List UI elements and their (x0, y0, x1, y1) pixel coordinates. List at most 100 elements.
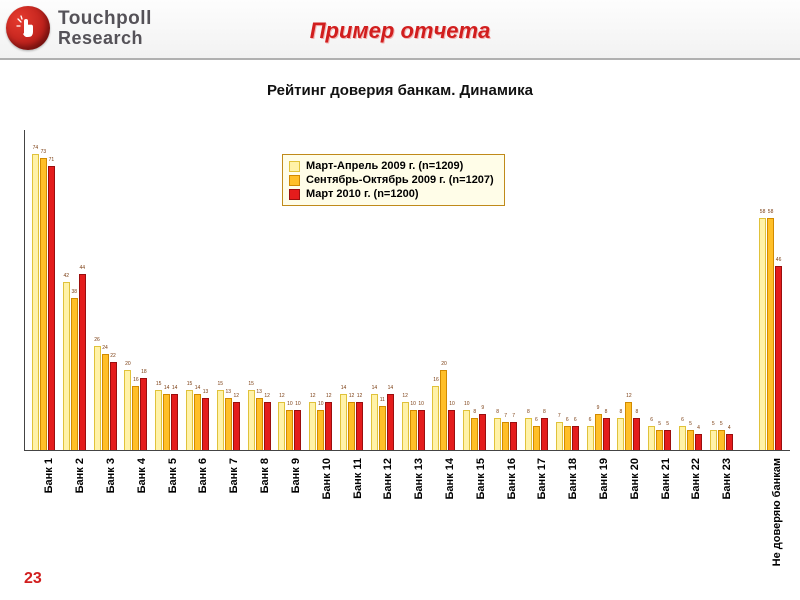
bar-value-label: 22 (110, 353, 116, 359)
bar: 5 (664, 430, 671, 450)
bar-group: 151312 (244, 390, 275, 450)
bar-group: 151413 (182, 390, 213, 450)
bar-group: 654 (675, 426, 706, 450)
bar-value-label: 20 (125, 361, 131, 367)
bar: 5 (687, 430, 694, 450)
legend-item: Март-Апрель 2009 г. (n=1209) (289, 159, 494, 173)
bar-value-label: 4 (697, 425, 700, 431)
bar: 15 (248, 390, 255, 450)
legend-label: Март 2010 г. (n=1200) (306, 188, 419, 200)
bar: 11 (379, 406, 386, 450)
bar-value-label: 4 (728, 425, 731, 431)
bar: 13 (202, 398, 209, 450)
bar: 7 (502, 422, 509, 450)
bar-group: 698 (583, 414, 614, 450)
bar-value-label: 14 (195, 385, 201, 391)
x-axis-label: Банк 13 (413, 458, 425, 499)
bar-value-label: 12 (349, 393, 355, 399)
bar: 10 (410, 410, 417, 450)
x-axis-label: Банк 4 (136, 458, 148, 493)
bar-value-label: 10 (295, 401, 301, 407)
bar: 10 (463, 410, 470, 450)
bar-value-label: 10 (418, 401, 424, 407)
bar: 8 (471, 418, 478, 450)
bar-group: 868 (521, 418, 552, 450)
bar-value-label: 14 (372, 385, 378, 391)
bar-value-label: 58 (760, 209, 766, 215)
bar: 12 (625, 402, 632, 450)
x-axis-label: Банк 2 (74, 458, 86, 493)
bar-value-label: 14 (164, 385, 170, 391)
bar-value-label: 6 (566, 417, 569, 423)
bar-value-label: 10 (464, 401, 470, 407)
bar: 6 (572, 426, 579, 450)
bar-value-label: 12 (264, 393, 270, 399)
bar: 8 (494, 418, 501, 450)
bar: 20 (440, 370, 447, 450)
bar-group: 141212 (336, 394, 367, 450)
bar-value-label: 12 (310, 393, 316, 399)
x-axis-label: Банк 19 (598, 458, 610, 499)
bar: 10 (418, 410, 425, 450)
bar: 12 (348, 402, 355, 450)
x-axis-label: Банк 9 (290, 458, 302, 493)
bar-value-label: 12 (234, 393, 240, 399)
bar: 44 (79, 274, 86, 450)
bar-value-label: 74 (33, 145, 39, 151)
bar: 15 (155, 390, 162, 450)
bar-value-label: 15 (187, 381, 193, 387)
legend-swatch (289, 189, 300, 200)
bar-group: 585846 (755, 218, 786, 450)
bar-value-label: 8 (527, 409, 530, 415)
x-axis-labels: Банк 1 Банк 2 Банк 3 Банк 4 Банк 5 Банк 6 Банк… (28, 452, 786, 542)
bar-value-label: 10 (318, 401, 324, 407)
bar-group: 121012 (305, 402, 336, 450)
bar-value-label: 18 (141, 369, 147, 375)
bar: 58 (767, 218, 774, 450)
bar-group: 262422 (90, 346, 121, 450)
bar-value-label: 8 (473, 409, 476, 415)
y-axis (24, 130, 25, 450)
bar-value-label: 9 (597, 405, 600, 411)
x-axis-label: Банк 5 (167, 458, 179, 493)
bar: 6 (648, 426, 655, 450)
bar: 9 (479, 414, 486, 450)
bar-value-label: 7 (504, 413, 507, 419)
bar-value-label: 14 (341, 385, 347, 391)
bar-value-label: 44 (79, 265, 85, 271)
bar: 22 (110, 362, 117, 450)
bar: 18 (140, 378, 147, 450)
legend-label: Сентябрь-Октябрь 2009 г. (n=1207) (306, 174, 494, 186)
x-axis-label: Банк 8 (259, 458, 271, 493)
x-axis-label: Банк 23 (721, 458, 733, 499)
x-axis-label: Не доверяю банкам (771, 458, 783, 566)
x-axis-label: Банк 3 (105, 458, 117, 493)
bar-value-label: 12 (279, 393, 285, 399)
bar-value-label: 16 (433, 377, 439, 383)
x-axis-label: Банк 1 (43, 458, 55, 493)
bar-value-label: 12 (357, 393, 363, 399)
legend-swatch (289, 175, 300, 186)
bar: 10 (317, 410, 324, 450)
bar-group: 201618 (120, 370, 151, 450)
bar-value-label: 8 (496, 409, 499, 415)
bar-value-label: 73 (41, 149, 47, 155)
bar: 8 (617, 418, 624, 450)
bar-value-label: 5 (658, 421, 661, 427)
bar: 12 (325, 402, 332, 450)
header: Touchpoll Research Пример отчета (0, 0, 800, 60)
bar-group: 151312 (213, 390, 244, 450)
bar-value-label: 6 (681, 417, 684, 423)
bar: 12 (278, 402, 285, 450)
x-axis-label: Банк 6 (197, 458, 209, 493)
bar: 14 (340, 394, 347, 450)
bar-value-label: 10 (410, 401, 416, 407)
bar-value-label: 12 (326, 393, 332, 399)
bar: 15 (186, 390, 193, 450)
bar: 74 (32, 154, 39, 450)
bar: 16 (432, 386, 439, 450)
bar-value-label: 8 (605, 409, 608, 415)
legend-label: Март-Апрель 2009 г. (n=1209) (306, 160, 463, 172)
bar-value-label: 5 (666, 421, 669, 427)
bar-value-label: 6 (574, 417, 577, 423)
